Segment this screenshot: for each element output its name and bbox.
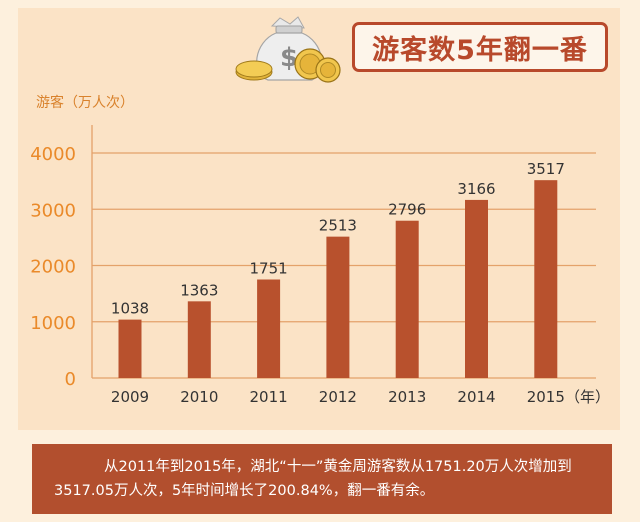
y-tick-label: 3000 — [30, 200, 76, 221]
x-tick-label: 2013 — [388, 388, 426, 406]
x-tick-label: 2010 — [180, 388, 218, 406]
bar — [534, 180, 558, 378]
data-labels: 1038 1363 1751 2513 2796 3166 3517 — [111, 160, 565, 317]
data-label: 1038 — [111, 300, 149, 318]
x-tick-label: 2009 — [111, 388, 149, 406]
data-label: 3166 — [457, 180, 495, 198]
bar — [326, 236, 350, 378]
y-tick-label: 1000 — [30, 313, 76, 334]
bar — [395, 220, 419, 378]
data-label: 3517 — [527, 160, 565, 178]
bars — [118, 180, 558, 378]
bar — [257, 279, 281, 378]
svg-text:$: $ — [280, 43, 298, 73]
caption-text: 从2011年到2015年，湖北“十一”黄金周游客数从1751.20万人次增加到3… — [54, 459, 572, 499]
caption-box: 从2011年到2015年，湖北“十一”黄金周游客数从1751.20万人次增加到3… — [32, 444, 612, 514]
x-tick-label: 2012 — [319, 388, 357, 406]
bar — [465, 199, 488, 378]
data-label: 1363 — [180, 281, 218, 299]
money-bag-coins-icon: $ — [235, 16, 341, 83]
y-tick-label: 0 — [65, 369, 76, 390]
chart-title: 游客数5年翻一番 — [352, 22, 608, 72]
data-label: 2513 — [319, 217, 357, 235]
x-tick-label: 2011 — [250, 388, 288, 406]
y-tick-labels: 0 1000 2000 3000 4000 — [30, 144, 76, 390]
data-label: 2796 — [388, 201, 426, 219]
y-tick-label: 2000 — [30, 257, 76, 278]
y-axis-label: 游客（万人次） — [36, 94, 134, 111]
y-tick-label: 4000 — [30, 144, 76, 165]
data-label: 1751 — [250, 260, 288, 278]
bar — [187, 301, 211, 378]
x-tick-labels: 2009 2010 2011 2012 2013 2014 2015 — [111, 388, 565, 406]
x-tick-label: 2014 — [457, 388, 495, 406]
bar — [118, 319, 142, 378]
x-tick-label: 2015 — [527, 388, 565, 406]
x-axis-label: （年） — [565, 388, 610, 406]
